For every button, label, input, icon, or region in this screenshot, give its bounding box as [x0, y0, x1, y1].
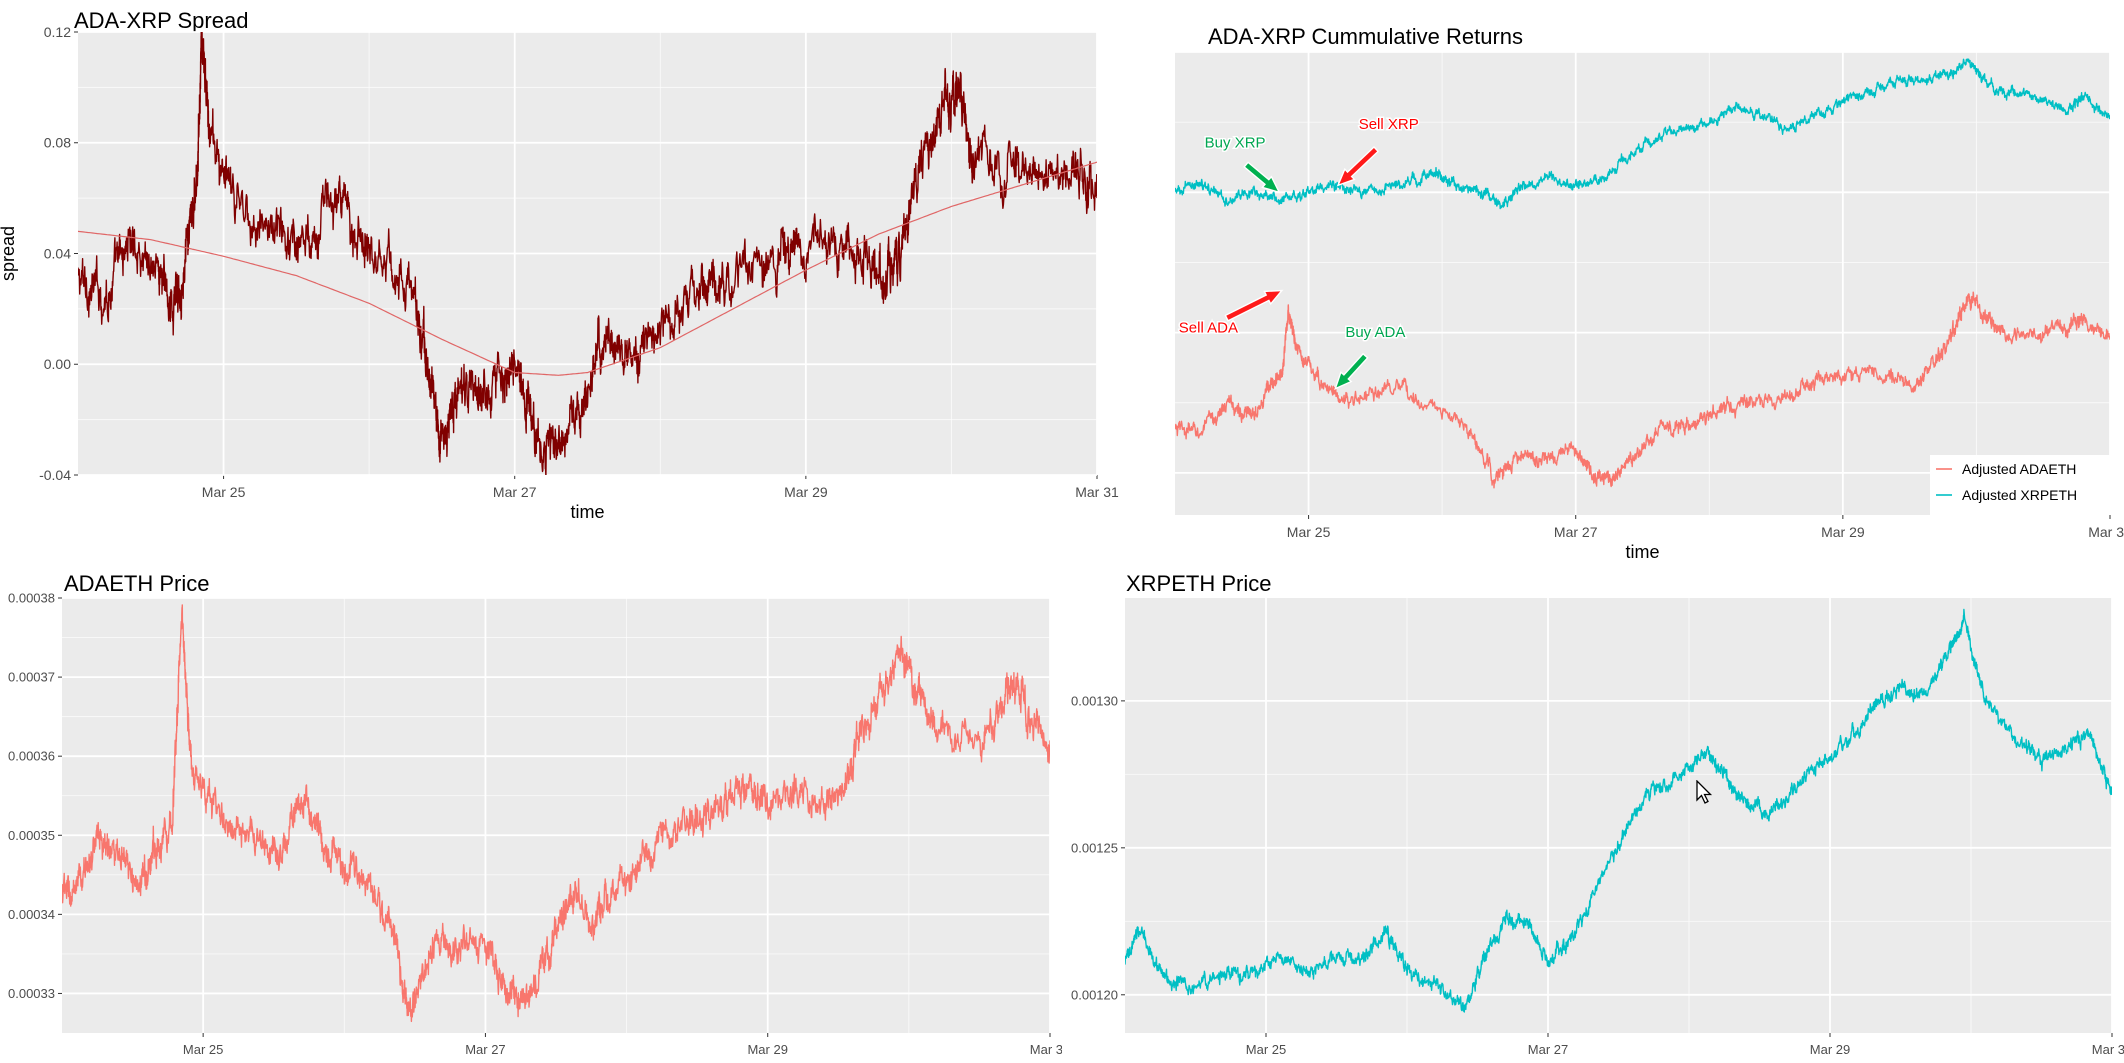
- legend: Adjusted ADAETH Adjusted XRPETH: [1930, 455, 2110, 515]
- annotation-label: Sell ADA: [1179, 320, 1238, 337]
- annotation-label: Buy ADA: [1345, 324, 1405, 341]
- adaeth-chart: Mar 25 Mar 27 Mar 29 Mar 31 0.00033 0.00034 0.…: [0, 560, 1062, 1063]
- plot-background: [62, 598, 1050, 1033]
- x-tick-label: Mar 29: [1821, 524, 1865, 540]
- y-tick-label: 0.00036: [8, 749, 55, 764]
- x-tick-label: Mar 31: [2088, 524, 2124, 540]
- y-tick-label: 0.00034: [8, 907, 55, 922]
- y-tick-label: -0.04: [39, 467, 71, 483]
- y-tick-label: 0.00: [44, 356, 71, 372]
- x-axis-title: time: [570, 502, 604, 522]
- y-tick-label: 0.00130: [1071, 693, 1118, 708]
- spread-chart: Mar 25 Mar 27 Mar 29 Mar 31 -0.04 0.00 0.04 0.0…: [0, 0, 1175, 560]
- y-tick-label: 0.00033: [8, 986, 55, 1001]
- y-tick-label: 0.00037: [8, 670, 55, 685]
- x-tick-label: Mar 27: [1528, 1042, 1568, 1057]
- y-tick-label: 0.00038: [8, 591, 55, 606]
- y-tick-label: 0.04: [44, 245, 71, 261]
- y-tick-label: 0.00035: [8, 828, 55, 843]
- x-tick-label: Mar 29: [747, 1042, 787, 1057]
- x-tick-label: Mar 29: [784, 484, 828, 500]
- y-axis-title: spread: [0, 226, 18, 281]
- plot-background: [1125, 598, 2112, 1033]
- x-tick-label: Mar 25: [183, 1042, 223, 1057]
- x-tick-label: Mar 27: [493, 484, 537, 500]
- y-tick-label: 0.08: [44, 135, 71, 151]
- x-tick-label: Mar 31: [1030, 1042, 1062, 1057]
- x-tick-label: Mar 25: [202, 484, 246, 500]
- x-tick-label: Mar 27: [465, 1042, 505, 1057]
- y-tick-label: 0.12: [44, 24, 71, 40]
- mouse-cursor-icon: [1696, 780, 1714, 806]
- x-tick-label: Mar 25: [1287, 524, 1331, 540]
- x-tick-label: Mar 29: [1810, 1042, 1850, 1057]
- xrpeth-chart: Mar 25 Mar 27 Mar 29 Mar 31 0.00120 0.00125 0.…: [1062, 560, 2124, 1063]
- legend-label: Adjusted XRPETH: [1962, 487, 2077, 503]
- annotation-label: Buy XRP: [1205, 134, 1266, 151]
- x-tick-label: Mar 31: [2092, 1042, 2124, 1057]
- annotation-label: Sell XRP: [1359, 116, 1419, 133]
- y-tick-label: 0.00125: [1071, 840, 1118, 855]
- x-tick-label: Mar 31: [1075, 484, 1119, 500]
- x-tick-label: Mar 27: [1554, 524, 1598, 540]
- legend-label: Adjusted ADAETH: [1962, 461, 2076, 477]
- x-axis-title: time: [1625, 542, 1659, 560]
- x-tick-label: Mar 25: [1246, 1042, 1286, 1057]
- y-tick-label: 0.00120: [1071, 987, 1118, 1002]
